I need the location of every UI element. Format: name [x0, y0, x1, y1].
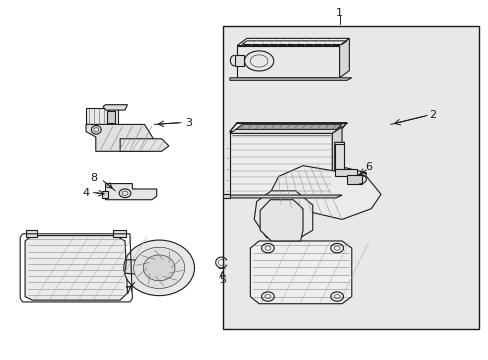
Polygon shape	[86, 125, 157, 151]
Polygon shape	[229, 123, 346, 132]
Polygon shape	[237, 45, 339, 78]
Polygon shape	[229, 78, 351, 80]
Polygon shape	[107, 111, 115, 123]
Ellipse shape	[143, 255, 175, 281]
Polygon shape	[25, 235, 127, 300]
Polygon shape	[105, 184, 157, 200]
Polygon shape	[229, 134, 331, 196]
Bar	[222, 26, 478, 329]
Text: 3: 3	[184, 118, 191, 128]
Text: 8: 8	[90, 173, 97, 183]
Polygon shape	[254, 191, 312, 244]
Polygon shape	[125, 260, 149, 275]
Text: 6: 6	[365, 162, 371, 172]
Polygon shape	[102, 192, 108, 198]
Text: 2: 2	[428, 111, 435, 121]
Polygon shape	[222, 194, 229, 198]
Ellipse shape	[123, 240, 194, 296]
Polygon shape	[86, 108, 118, 125]
Polygon shape	[120, 139, 168, 151]
Text: 5: 5	[219, 275, 225, 285]
Polygon shape	[225, 195, 341, 198]
Polygon shape	[113, 230, 126, 237]
Polygon shape	[234, 55, 244, 66]
Text: 7: 7	[123, 286, 131, 296]
Text: 4: 4	[82, 188, 89, 198]
Polygon shape	[334, 169, 356, 176]
Polygon shape	[260, 200, 303, 241]
Polygon shape	[271, 166, 380, 220]
Polygon shape	[250, 241, 351, 304]
Polygon shape	[334, 144, 344, 169]
Polygon shape	[26, 230, 37, 237]
Ellipse shape	[133, 247, 184, 288]
Polygon shape	[346, 175, 361, 184]
Polygon shape	[236, 125, 341, 130]
Polygon shape	[334, 142, 366, 185]
Polygon shape	[237, 39, 348, 45]
Polygon shape	[229, 127, 341, 134]
Polygon shape	[339, 39, 348, 78]
Polygon shape	[331, 127, 341, 196]
Text: 1: 1	[335, 8, 343, 18]
Polygon shape	[103, 105, 127, 110]
